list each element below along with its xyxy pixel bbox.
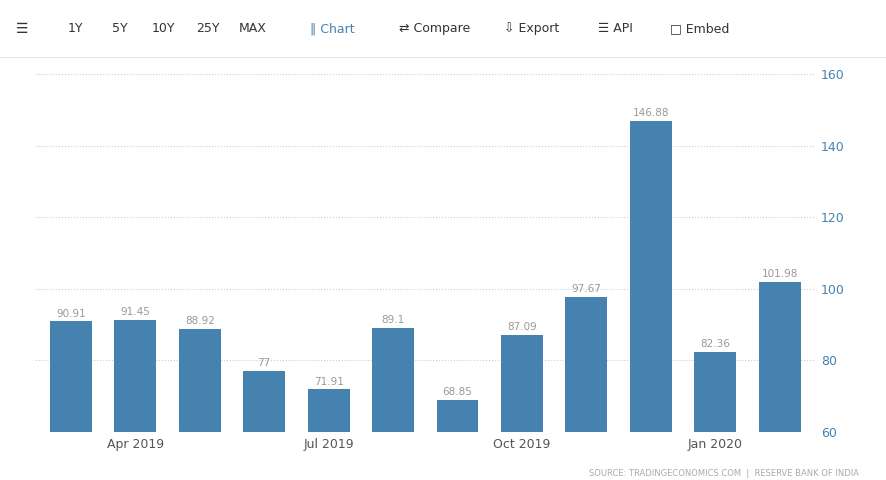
Text: ☰: ☰ xyxy=(16,22,28,36)
Text: 71.91: 71.91 xyxy=(314,376,344,386)
Text: 1Y: 1Y xyxy=(67,22,83,36)
Text: 146.88: 146.88 xyxy=(633,108,669,119)
Text: 82.36: 82.36 xyxy=(700,339,730,349)
Text: 87.09: 87.09 xyxy=(507,322,537,332)
Text: 5Y: 5Y xyxy=(112,22,128,36)
Text: 101.98: 101.98 xyxy=(761,269,798,279)
Text: 88.92: 88.92 xyxy=(185,316,214,326)
Text: 68.85: 68.85 xyxy=(443,387,472,397)
Bar xyxy=(114,320,156,480)
Text: 10Y: 10Y xyxy=(152,22,175,36)
Bar xyxy=(179,329,221,480)
Bar xyxy=(630,121,672,480)
Text: ‖ Chart: ‖ Chart xyxy=(310,22,354,36)
Bar xyxy=(758,282,801,480)
Text: □ Embed: □ Embed xyxy=(670,22,730,36)
Text: 97.67: 97.67 xyxy=(571,285,602,294)
Text: 90.91: 90.91 xyxy=(56,309,86,319)
Text: 77: 77 xyxy=(258,359,271,368)
Text: ☰ API: ☰ API xyxy=(598,22,633,36)
Bar xyxy=(695,352,736,480)
Bar xyxy=(307,389,350,480)
Bar xyxy=(244,371,285,480)
Text: 91.45: 91.45 xyxy=(120,307,151,317)
Bar xyxy=(50,322,92,480)
Bar xyxy=(565,297,607,480)
Text: SOURCE: TRADINGECONOMICS.COM  |  RESERVE BANK OF INDIA: SOURCE: TRADINGECONOMICS.COM | RESERVE B… xyxy=(589,468,859,478)
Bar xyxy=(372,328,414,480)
Text: 25Y: 25Y xyxy=(197,22,220,36)
Text: ⇩ Export: ⇩ Export xyxy=(504,22,559,36)
Text: 89.1: 89.1 xyxy=(382,315,405,325)
Bar xyxy=(437,400,478,480)
Text: ⇄ Compare: ⇄ Compare xyxy=(399,22,470,36)
Text: MAX: MAX xyxy=(238,22,267,36)
Bar xyxy=(501,335,543,480)
